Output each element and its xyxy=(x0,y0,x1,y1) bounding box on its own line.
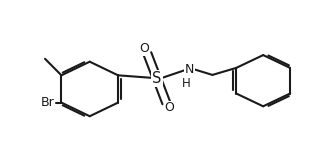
Text: O: O xyxy=(164,101,174,114)
Text: Br: Br xyxy=(41,96,55,109)
Text: S: S xyxy=(152,71,161,86)
Text: N: N xyxy=(185,63,194,76)
Text: H: H xyxy=(182,77,191,90)
Text: O: O xyxy=(140,42,149,55)
